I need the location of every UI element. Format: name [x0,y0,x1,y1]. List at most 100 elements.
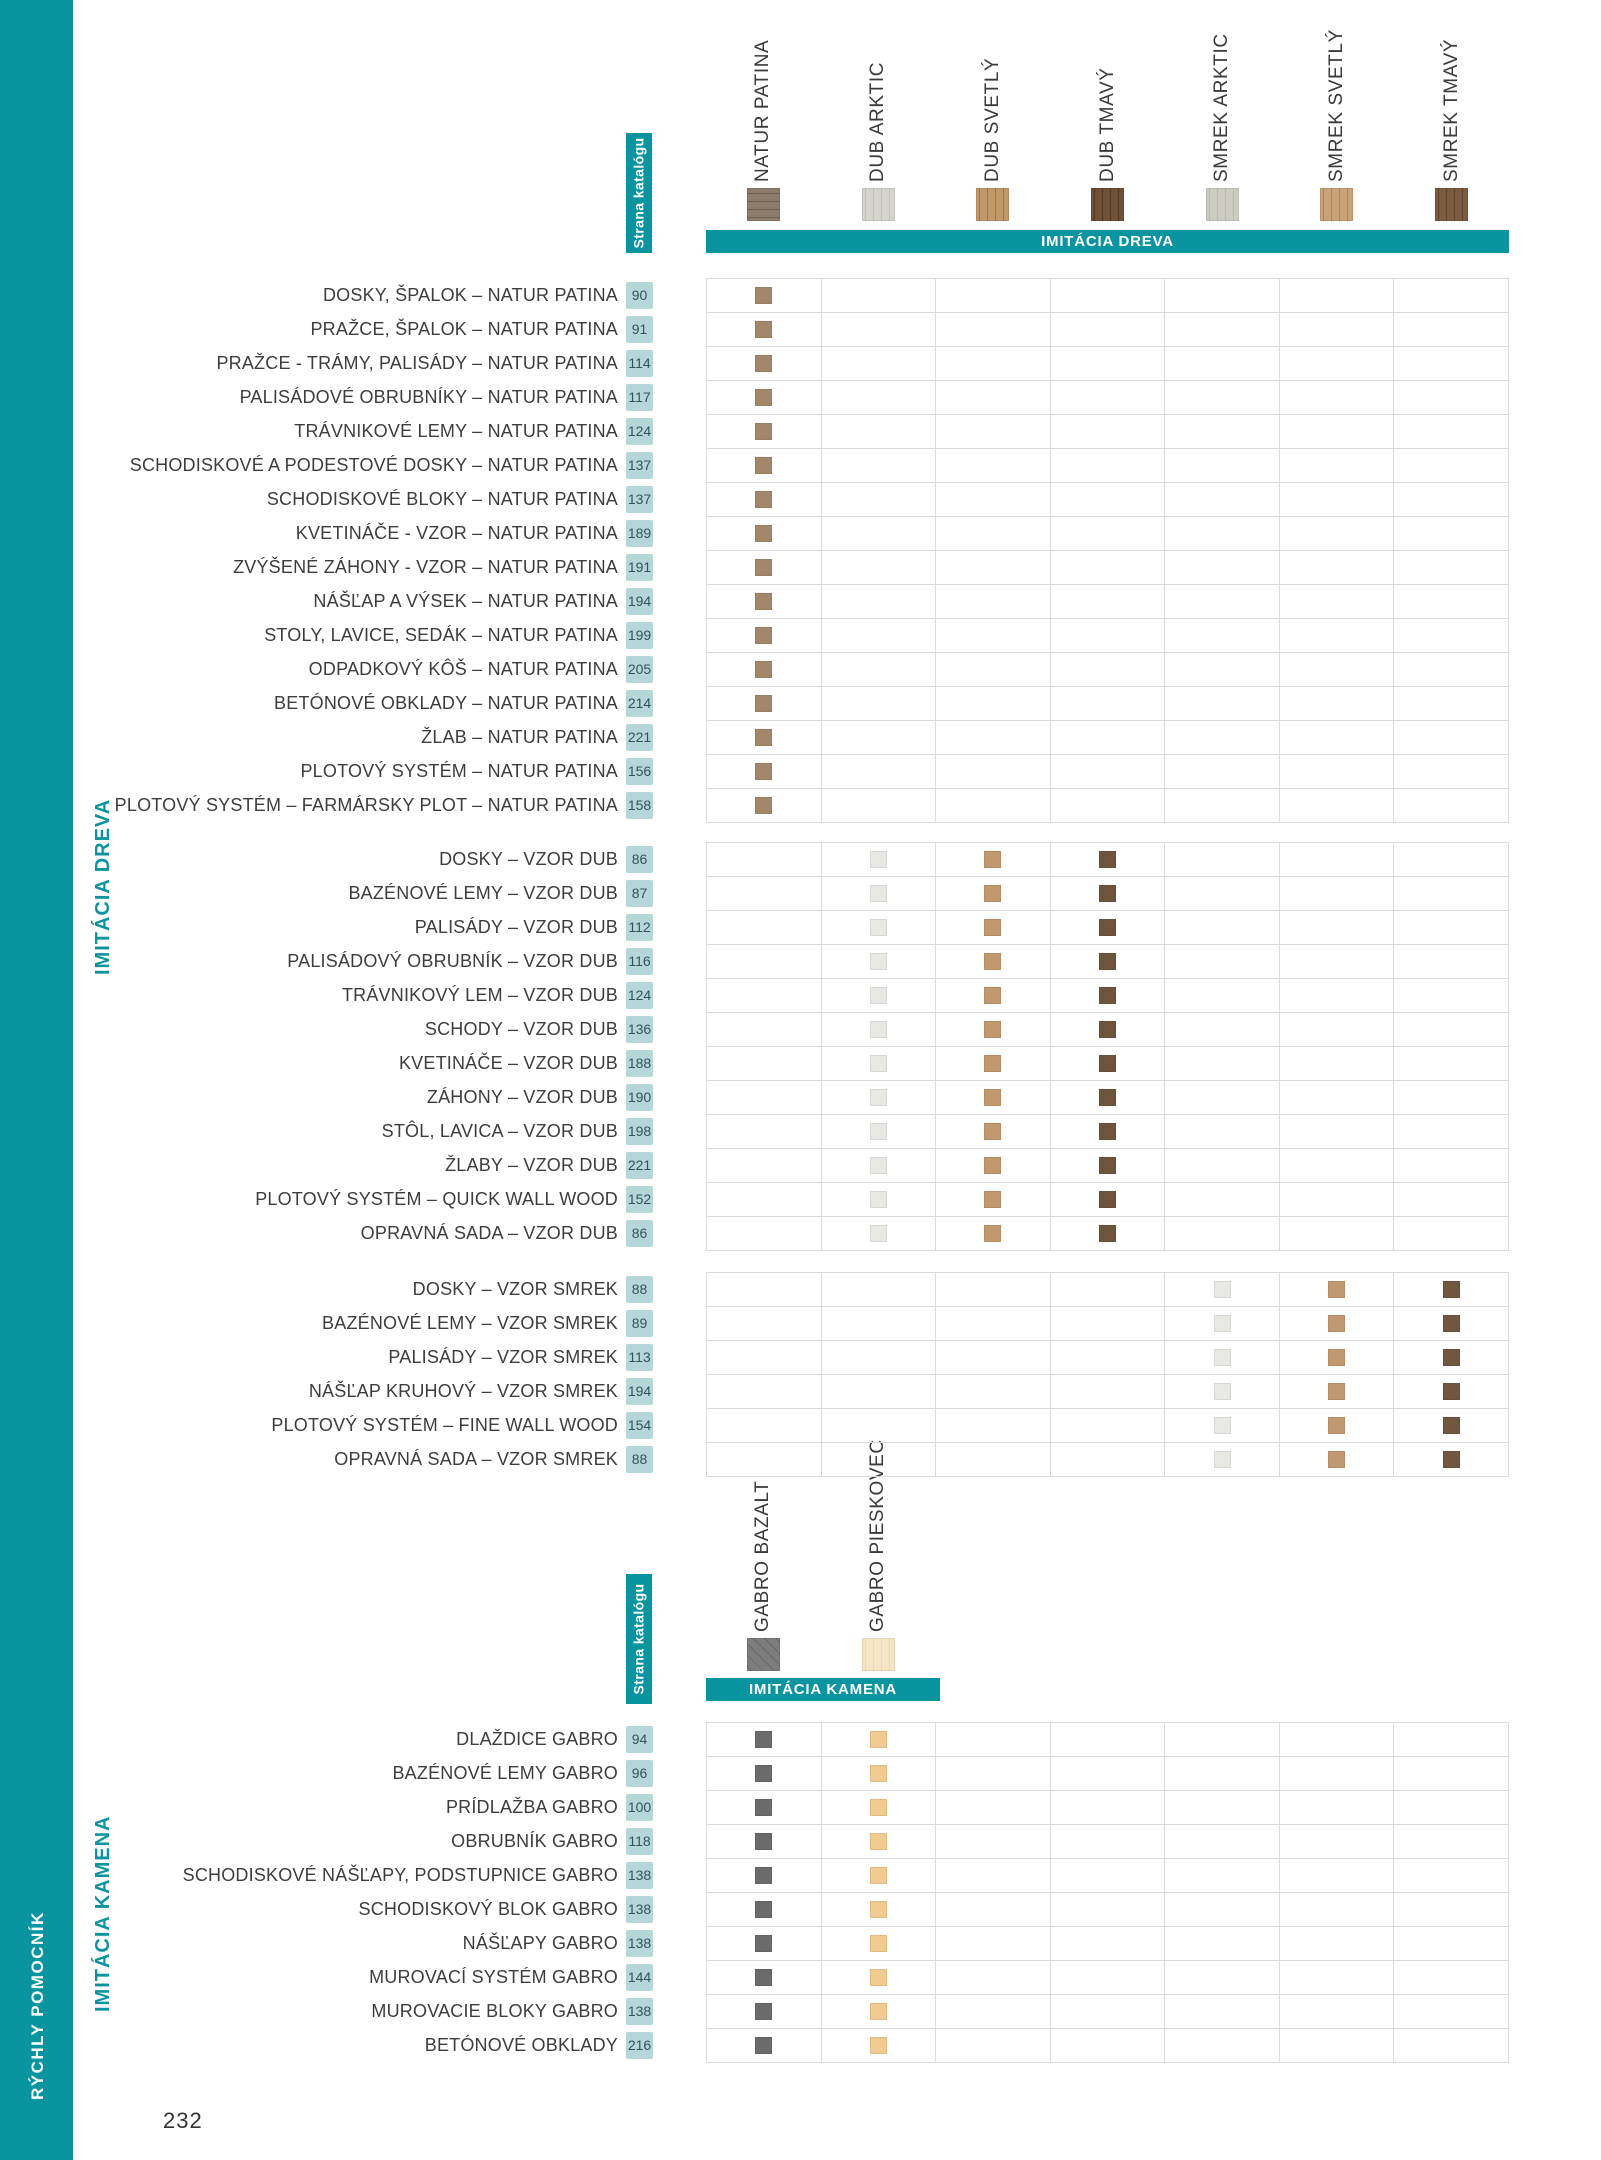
matrix-cell [936,313,1051,347]
availability-swatch [1442,1383,1460,1400]
matrix-cell [936,653,1051,687]
matrix-cell [936,1893,1051,1927]
matrix-cell [1279,1791,1395,1825]
product-row-label: STÔL, LAVICA – VZOR DUB [381,1121,618,1141]
matrix-cell [1050,1859,1166,1893]
availability-swatch [755,1765,773,1782]
availability-swatch [869,1021,887,1038]
matrix-cell [1394,1995,1509,2029]
matrix-cell [821,279,937,313]
matrix-cell [707,653,822,687]
wood-column-label: DUB TMAVÝ [1096,67,1118,183]
product-row-label: NÁŠĽAP A VÝSEK – NATUR PATINA [313,591,618,611]
catalog-page-ref-badge: 90 [626,281,653,309]
catalog-page-ref-badge: 94 [626,1725,653,1753]
matrix-cell [1394,551,1509,585]
catalog-page-ref-badge: 138 [626,1861,653,1889]
matrix-cell [1394,381,1509,415]
matrix-cell [936,1723,1051,1757]
matrix-cell [1165,755,1280,789]
matrix-cell [936,483,1051,517]
availability-swatch [755,1731,773,1748]
matrix-cell [1394,1409,1509,1443]
product-row-label: SCHODISKOVÉ BLOKY – NATUR PATINA [266,489,618,509]
matrix-cell [1394,1081,1509,1115]
matrix-cell [1394,1047,1509,1081]
availability-swatch [869,1833,887,1850]
matrix-cell [1279,585,1395,619]
availability-swatch [1328,1383,1346,1400]
availability-swatch [755,2003,773,2020]
matrix-cell [821,653,937,687]
availability-swatch [755,491,773,508]
catalog-page-ref-badge: 138 [626,1997,653,2025]
matrix-cell [707,755,822,789]
matrix-cell [1279,381,1395,415]
matrix-cell [821,789,937,823]
matrix-cell [1279,517,1395,551]
availability-swatch [869,885,887,902]
availability-swatch [869,987,887,1004]
catalog-page-ref-badge: 198 [626,1117,653,1145]
matrix-cell [707,2029,822,2063]
product-row-label: PALISÁDOVÉ OBRUBNÍKY – NATUR PATINA [239,387,618,407]
matrix-cell [707,1757,822,1791]
product-row-label: BAZÉNOVÉ LEMY GABRO [392,1763,618,1783]
stone-column-swatch [861,1638,895,1671]
matrix-cell [1279,1859,1395,1893]
availability-swatch [755,287,773,304]
matrix-cell [1050,2029,1166,2063]
product-row-label: DOSKY – VZOR SMREK [412,1279,618,1299]
matrix-cell [936,979,1051,1013]
matrix-cell [1050,653,1166,687]
matrix-cell [936,1791,1051,1825]
matrix-cell [1279,755,1395,789]
matrix-cell [707,1149,822,1183]
product-row-label: PLOTOVÝ SYSTÉM – FARMÁRSKY PLOT – NATUR … [114,795,618,815]
matrix-cell [1279,1757,1395,1791]
matrix-cell [1394,1791,1509,1825]
matrix-cell [1394,1149,1509,1183]
product-row-label: ZVÝŠENÉ ZÁHONY - VZOR – NATUR PATINA [233,557,618,577]
availability-swatch [755,763,773,780]
matrix-cell [936,1273,1051,1307]
matrix-cell [1394,1375,1509,1409]
availability-swatch [869,2003,887,2020]
matrix-cell [1394,347,1509,381]
availability-swatch [1098,1225,1116,1242]
wood-column-label: SMREK TMAVÝ [1440,38,1462,182]
catalog-page-ref-badge: 138 [626,1895,653,1923]
availability-swatch [1328,1315,1346,1332]
matrix-cell [707,1217,822,1251]
matrix-cell [707,721,822,755]
availability-swatch [1328,1417,1346,1434]
matrix-cell [936,517,1051,551]
matrix-cell [1165,585,1280,619]
product-row-label: OBRUBNÍK GABRO [451,1831,618,1851]
wood-column-label: SMREK SVETLÝ [1325,29,1347,182]
matrix-cell [707,1375,822,1409]
matrix-cell [1394,619,1509,653]
matrix-cell [1394,279,1509,313]
matrix-cell [1165,381,1280,415]
matrix-cell [821,381,937,415]
matrix-cell [1050,551,1166,585]
availability-swatch [984,1225,1002,1242]
matrix-cell [821,1825,937,1859]
matrix-cell [1050,1757,1166,1791]
matrix-cell [821,945,937,979]
availability-swatch [755,695,773,712]
matrix-cell [707,687,822,721]
availability-swatch [755,661,773,678]
availability-swatch [984,885,1002,902]
matrix-cell [1394,1927,1509,1961]
matrix-cell [1279,619,1395,653]
product-row-label: DOSKY, ŠPALOK – NATUR PATINA [322,285,618,305]
matrix-cell [821,1893,937,1927]
matrix-cell [936,1825,1051,1859]
matrix-cell [1279,945,1395,979]
catalog-page-ref-badge: 118 [626,1827,653,1855]
availability-swatch [869,1765,887,1782]
wood-column-label: NATUR PATINA [752,39,774,182]
availability-swatch [1213,1349,1231,1366]
